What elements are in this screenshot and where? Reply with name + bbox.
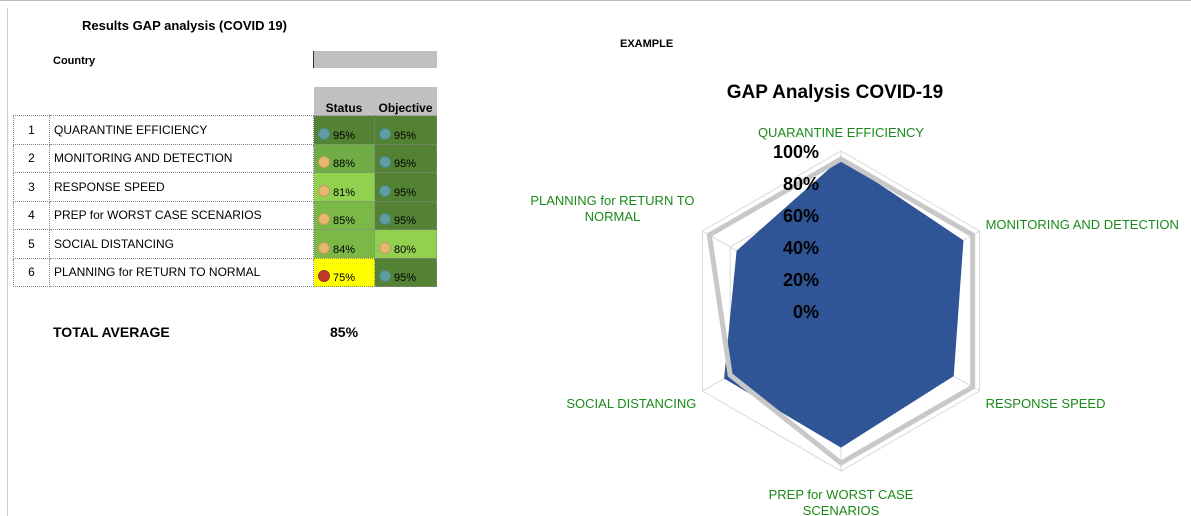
status-value: 84% — [333, 243, 356, 256]
objective-dot — [379, 213, 391, 225]
series-line — [706, 156, 976, 467]
status-dot — [318, 156, 330, 168]
total-label: TOTAL AVERAGE — [53, 324, 170, 340]
objective-value: 95% — [394, 215, 417, 227]
objective-cell: 95% — [373, 172, 438, 202]
status-value: 88% — [333, 158, 356, 170]
category-label: RESPONSE SPEED — [985, 396, 1106, 411]
status-value: 95% — [333, 129, 356, 142]
status-cell: 81% — [313, 172, 375, 202]
table-row: 4 PREP for WORST CASE SCENARIOS 85% 95% — [13, 200, 438, 230]
status-cell: 75% — [313, 257, 375, 287]
row-label: PREP for WORST CASE SCENARIOS — [49, 200, 314, 230]
objective-cell: 95% — [373, 143, 438, 173]
objective-dot — [379, 127, 391, 140]
row-label: RESPONSE SPEED — [49, 172, 314, 202]
objective-value: 95% — [394, 129, 417, 142]
total-value: 85% — [330, 324, 359, 340]
table-row: 6 PLANNING for RETURN TO NORMAL 75% 95% — [13, 257, 438, 287]
r-tick-label: 100% — [773, 142, 819, 162]
row-label: MONITORING AND DETECTION — [49, 143, 314, 173]
objective-cell: 95% — [373, 257, 438, 287]
status-dot — [318, 127, 330, 140]
objective-value: 95% — [394, 272, 417, 284]
header-row: Status Objective — [14, 87, 437, 116]
sheet-title: Results GAP analysis (COVID 19) — [82, 18, 287, 33]
r-tick-label: 40% — [783, 238, 819, 258]
objective-value: 95% — [394, 158, 417, 170]
status-value: 75% — [333, 272, 356, 284]
status-cell: 85% — [313, 200, 375, 230]
country-label: Country — [53, 55, 96, 67]
category-label: PREP for WORST CASE SCENARIOS — [768, 487, 914, 516]
r-tick-label: 0% — [793, 302, 819, 322]
objective-dot — [379, 241, 391, 254]
status-dot — [318, 270, 330, 282]
series-area — [724, 158, 964, 448]
status-value: 85% — [333, 215, 356, 227]
category-label: PLANNING for RETURN TO NORMAL — [530, 193, 695, 224]
status-dot — [318, 184, 330, 197]
status-dot — [318, 213, 330, 225]
category-label: QUARANTINE EFFICIENCY — [757, 125, 925, 140]
example-label: EXAMPLE — [620, 38, 674, 50]
category-label: SOCIAL DISTANCING — [566, 396, 697, 411]
chart-title: GAP Analysis COVID-19 — [727, 82, 943, 103]
country-input[interactable] — [313, 51, 437, 68]
status-value: 81% — [333, 186, 356, 199]
objective-dot — [379, 270, 391, 282]
objective-cell: 95% — [373, 200, 438, 230]
row-number: 1 — [13, 115, 50, 145]
gap-table: Status Objective 1 QUARANTINE EFFICIENCY 95%… — [13, 87, 438, 287]
row-label: SOCIAL DISTANCING — [49, 229, 314, 259]
objective-value: 80% — [394, 243, 417, 256]
table-row: 2 MONITORING AND DETECTION 88% 95% — [13, 143, 438, 173]
table-row: 5 SOCIAL DISTANCING 84% 80% — [13, 229, 438, 259]
objective-value: 95% — [394, 186, 417, 199]
status-dot — [318, 241, 330, 254]
status-cell: 88% — [313, 143, 375, 173]
objective-dot — [379, 156, 391, 168]
objective-cell: 95% — [373, 115, 438, 145]
r-tick-label: 20% — [783, 270, 819, 290]
row-label: PLANNING for RETURN TO NORMAL — [49, 257, 314, 287]
table-row: 3 RESPONSE SPEED 81% 95% — [13, 172, 438, 202]
objective-dot — [379, 184, 391, 197]
column-header: Status — [313, 87, 375, 116]
row-number: 2 — [13, 143, 50, 173]
column-header: Objective — [374, 87, 437, 116]
objective-cell: 80% — [373, 229, 438, 259]
r-tick-label: 60% — [783, 206, 819, 226]
r-tick-label: 80% — [783, 174, 819, 194]
category-label: MONITORING AND DETECTION — [985, 217, 1179, 232]
